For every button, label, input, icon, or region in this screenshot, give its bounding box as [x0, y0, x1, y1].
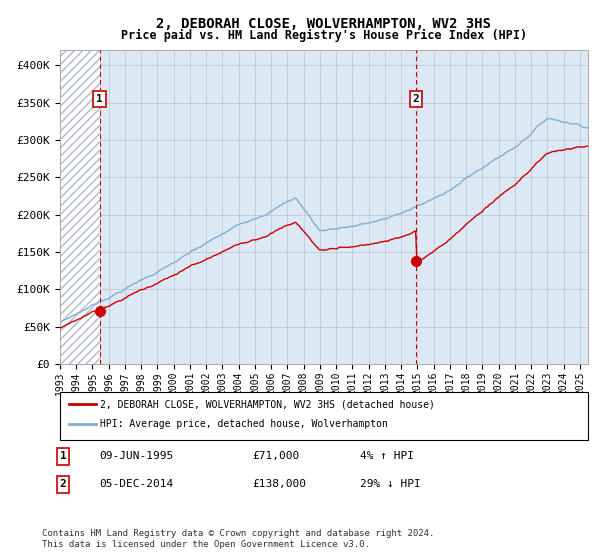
- Text: 4% ↑ HPI: 4% ↑ HPI: [360, 451, 414, 461]
- Text: 2, DEBORAH CLOSE, WOLVERHAMPTON, WV2 3HS: 2, DEBORAH CLOSE, WOLVERHAMPTON, WV2 3HS: [157, 17, 491, 31]
- Text: £138,000: £138,000: [252, 479, 306, 489]
- Text: Contains HM Land Registry data © Crown copyright and database right 2024.
This d: Contains HM Land Registry data © Crown c…: [42, 529, 434, 549]
- Text: 1: 1: [59, 451, 67, 461]
- Text: 05-DEC-2014: 05-DEC-2014: [99, 479, 173, 489]
- Text: 09-JUN-1995: 09-JUN-1995: [99, 451, 173, 461]
- Text: 2: 2: [59, 479, 67, 489]
- Text: £71,000: £71,000: [252, 451, 299, 461]
- Text: 2: 2: [413, 94, 419, 104]
- Text: 29% ↓ HPI: 29% ↓ HPI: [360, 479, 421, 489]
- Text: HPI: Average price, detached house, Wolverhampton: HPI: Average price, detached house, Wolv…: [100, 419, 388, 430]
- Bar: [60, 50, 100, 364]
- Text: 1: 1: [96, 94, 103, 104]
- Text: Price paid vs. HM Land Registry's House Price Index (HPI): Price paid vs. HM Land Registry's House …: [121, 29, 527, 42]
- Text: 2, DEBORAH CLOSE, WOLVERHAMPTON, WV2 3HS (detached house): 2, DEBORAH CLOSE, WOLVERHAMPTON, WV2 3HS…: [100, 399, 435, 409]
